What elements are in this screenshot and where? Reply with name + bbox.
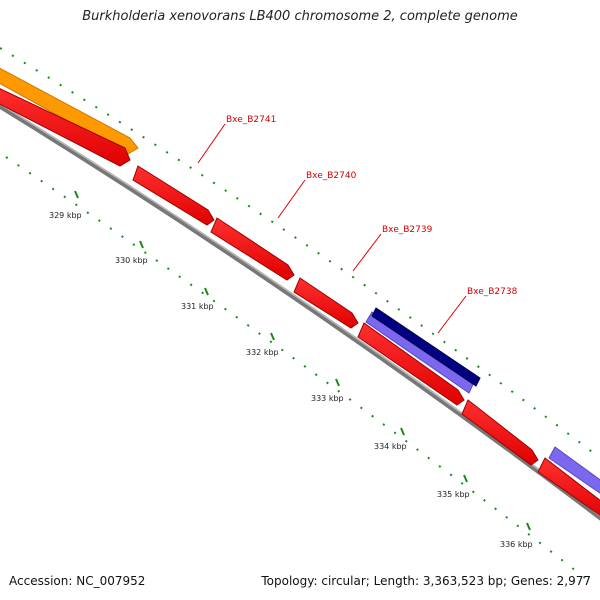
cds-arrow-5[interactable] — [357, 322, 465, 406]
genome-info-text: Topology: circular; Length: 3,363,523 bp… — [261, 574, 591, 588]
purple-feature-2[interactable] — [548, 446, 600, 500]
gene-label[interactable]: Bxe_B2741 — [226, 115, 276, 125]
cds-arrow-2[interactable] — [132, 165, 215, 226]
cds-arrow-3[interactable] — [210, 217, 295, 281]
cds-arrow-4[interactable] — [293, 277, 359, 329]
navy-feature[interactable] — [371, 307, 481, 387]
cds-arrow-6[interactable] — [461, 399, 539, 466]
tick-label: 333 kbp — [311, 394, 344, 403]
scale-dotted-ring — [5, 156, 586, 579]
tick-label: 335 kbp — [437, 490, 470, 499]
outer-dotted-ring — [0, 47, 600, 459]
tick-label: 329 kbp — [49, 211, 82, 220]
tick-label: 330 kbp — [115, 256, 148, 265]
gene-label[interactable]: Bxe_B2739 — [382, 225, 433, 235]
gene-label[interactable]: Bxe_B2740 — [306, 171, 357, 181]
tick-label: 336 kbp — [500, 540, 533, 549]
tick-label: 332 kbp — [246, 348, 279, 357]
tick-label: 334 kbp — [374, 442, 407, 451]
tick-label: 331 kbp — [181, 302, 214, 311]
orange-feature[interactable] — [0, 63, 139, 155]
map-title: Burkholderia xenovorans LB400 chromosome… — [82, 9, 518, 24]
accession-text: Accession: NC_007952 — [9, 574, 146, 588]
gene-label[interactable]: Bxe_B2738 — [467, 287, 518, 297]
cds-arrow-7[interactable] — [537, 457, 600, 522]
label-leader-lines — [197, 123, 467, 334]
cds-arrow-1[interactable] — [0, 84, 131, 167]
backbone-line — [0, 103, 600, 521]
scale-ticks — [74, 190, 531, 531]
